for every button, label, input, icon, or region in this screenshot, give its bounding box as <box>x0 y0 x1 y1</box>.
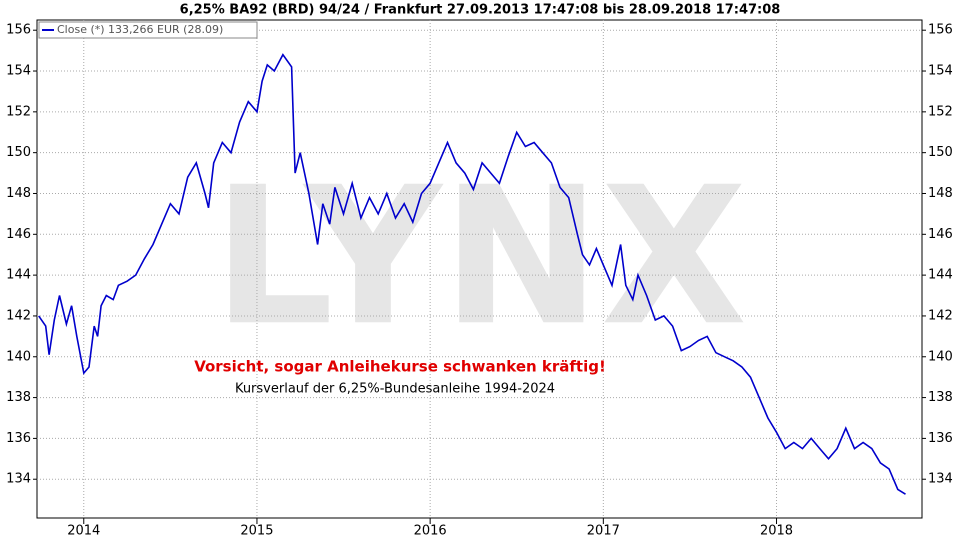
x-tick-label: 2015 <box>240 524 273 539</box>
y-tick-label: 140 <box>6 349 31 364</box>
y-tick-label: 156 <box>928 23 953 38</box>
plot-frame <box>36 19 923 519</box>
y-tick-label: 134 <box>6 472 31 487</box>
x-tick-label: 2016 <box>414 524 447 539</box>
y-tick-label: 154 <box>6 64 31 79</box>
y-tick-label: 138 <box>6 390 31 405</box>
y-tick-label: 144 <box>6 268 31 283</box>
y-tick-label: 140 <box>928 349 953 364</box>
y-tick-label: 144 <box>928 268 953 283</box>
y-tick-label: 134 <box>928 472 953 487</box>
y-tick-label: 146 <box>928 227 953 242</box>
y-tick-label: 150 <box>6 145 31 160</box>
y-tick-label: 136 <box>928 431 953 446</box>
legend-label: Close (*) 133,266 EUR (28.09) <box>57 23 223 36</box>
watermark: LYNX <box>213 146 748 367</box>
x-tick-label: 2018 <box>760 524 793 539</box>
y-tick-label: 148 <box>6 186 31 201</box>
x-tick-label: 2017 <box>587 524 620 539</box>
y-tick-label: 156 <box>6 23 31 38</box>
legend-box <box>38 21 258 39</box>
chart-title: 6,25% BA92 (BRD) 94/24 / Frankfurt 27.09… <box>180 3 781 18</box>
y-tick-label: 148 <box>928 186 953 201</box>
y-tick-label: 154 <box>928 64 953 79</box>
y-tick-label: 150 <box>928 145 953 160</box>
y-tick-label: 136 <box>6 431 31 446</box>
annotation-warning: Vorsicht, sogar Anleihekurse schwanken k… <box>194 358 606 376</box>
y-tick-label: 146 <box>6 227 31 242</box>
y-tick-label: 152 <box>6 104 31 119</box>
y-tick-label: 152 <box>928 104 953 119</box>
y-tick-label: 142 <box>928 308 953 323</box>
y-tick-label: 142 <box>6 308 31 323</box>
y-tick-label: 138 <box>928 390 953 405</box>
annotation-subtitle: Kursverlauf der 6,25%-Bundesanleihe 1994… <box>235 382 555 397</box>
price-line <box>38 53 906 495</box>
x-tick-label: 2014 <box>67 524 100 539</box>
